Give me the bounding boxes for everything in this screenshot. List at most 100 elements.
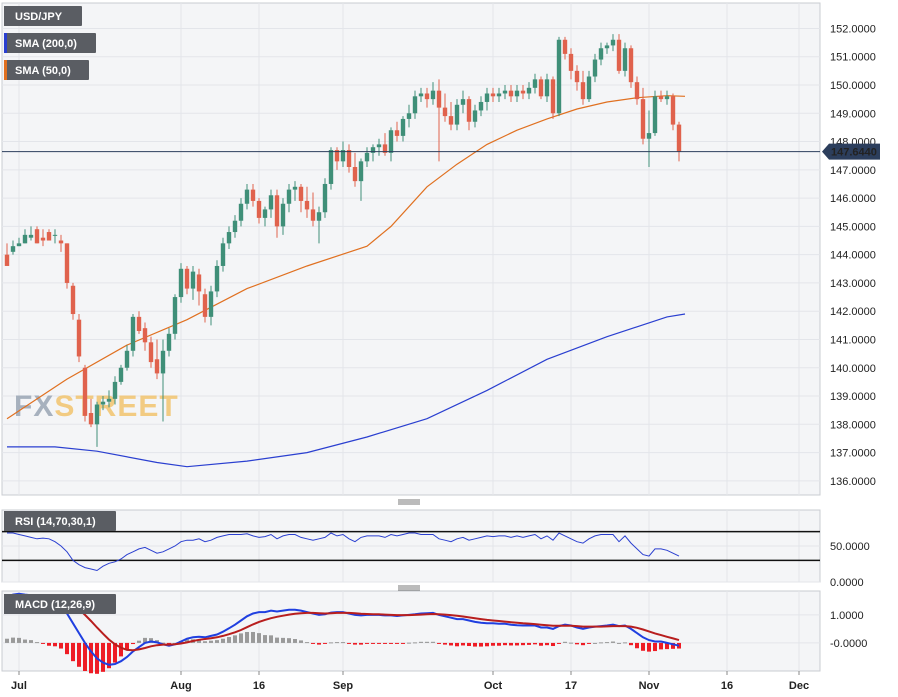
macd-histogram-bar	[677, 642, 681, 649]
candle-down	[196, 274, 202, 292]
candle-down	[202, 294, 208, 317]
macd-histogram-bar	[101, 642, 105, 672]
macd-histogram-bar	[629, 642, 633, 646]
candle-down	[136, 316, 142, 331]
macd-histogram-bar	[491, 642, 495, 646]
candle-up	[112, 381, 118, 399]
macd-histogram-bar	[509, 642, 513, 646]
macd-histogram-bar	[461, 642, 465, 646]
macd-histogram-bar	[623, 642, 627, 644]
x-axis-label: 16	[253, 680, 265, 692]
candle-down	[148, 342, 154, 363]
macd-histogram-bar	[107, 642, 111, 669]
candle-up	[418, 93, 424, 97]
candle-down	[670, 96, 676, 125]
macd-histogram-bar	[257, 633, 261, 643]
candle-down	[448, 116, 454, 125]
macd-histogram-bar	[533, 642, 537, 645]
candle-up	[160, 350, 166, 374]
candle-down	[58, 240, 64, 244]
macd-histogram-bar	[353, 642, 357, 645]
candle-up	[652, 96, 658, 134]
macd-histogram-bar	[611, 641, 615, 643]
macd-histogram-bar	[47, 642, 51, 646]
macd-histogram-bar	[575, 642, 579, 645]
macd-histogram-bar	[557, 642, 561, 644]
macd-histogram-bar	[323, 642, 327, 644]
candle-up	[172, 297, 178, 334]
price-tick-label: 142.0000	[830, 306, 876, 318]
macd-histogram-bar	[287, 638, 291, 643]
price-tick-label: 139.0000	[830, 391, 876, 403]
macd-histogram-bar	[425, 641, 429, 643]
macd-histogram-bar	[233, 635, 237, 643]
candle-up	[406, 113, 412, 119]
macd-signal-line	[6, 597, 680, 652]
candle-up	[118, 367, 124, 382]
candle-up	[52, 234, 58, 236]
macd-histogram-bar	[59, 642, 63, 649]
candle-up	[430, 90, 436, 100]
candle-down	[424, 93, 430, 100]
candle-down	[40, 237, 46, 241]
candle-down	[250, 189, 256, 201]
candle-down	[466, 99, 472, 122]
legend-usdjpy-swatch	[4, 6, 7, 26]
candle-up	[286, 189, 292, 204]
macd-tick-label: 1.0000	[830, 610, 864, 622]
macd-histogram-bar	[347, 642, 351, 644]
macd-histogram-bar	[29, 640, 33, 643]
macd-histogram-bar	[131, 642, 135, 645]
x-axis-label: 17	[565, 680, 577, 692]
macd-histogram-bar	[5, 638, 9, 643]
candle-down	[562, 39, 568, 54]
x-axis-label: Dec	[789, 680, 809, 692]
candle-down	[310, 209, 316, 221]
candle-down	[436, 90, 442, 108]
macd-histogram-bar	[449, 642, 453, 646]
macd-histogram-bar	[143, 637, 147, 643]
candle-up	[244, 189, 250, 204]
candle-down	[568, 53, 574, 71]
candle-up	[400, 118, 406, 136]
macd-histogram-bar	[359, 642, 363, 645]
candle-down	[574, 70, 580, 83]
candle-down	[580, 82, 586, 100]
price-tick-label: 146.0000	[830, 193, 876, 205]
candle-down	[538, 79, 544, 97]
macd-histogram-bar	[551, 642, 555, 647]
current-price-marker	[822, 143, 880, 160]
price-tick-label: 137.0000	[830, 448, 876, 460]
legend-usdjpy-bg	[4, 6, 82, 26]
candle-up	[586, 76, 592, 100]
candle-up	[412, 96, 418, 114]
macd-histogram-bar	[329, 642, 333, 644]
macd-histogram-bar	[467, 642, 471, 647]
candle-down	[490, 93, 496, 97]
legend-sma50-swatch	[4, 60, 7, 80]
candle-up	[598, 48, 604, 60]
price-tick-label: 145.0000	[830, 221, 876, 233]
price-tick-label: 149.0000	[830, 108, 876, 120]
macd-histogram-bar	[215, 640, 219, 643]
candle-down	[334, 150, 340, 162]
legend-macd-swatch	[4, 594, 7, 614]
candle-up	[16, 243, 22, 247]
candle-up	[268, 195, 274, 210]
candle-up	[472, 110, 478, 122]
candle-up	[388, 130, 394, 153]
legend-macd: MACD (12,26,9)	[15, 599, 95, 611]
macd-histogram-bar	[245, 631, 249, 643]
candle-down	[550, 79, 556, 114]
macd-histogram-bar	[641, 642, 645, 651]
candle-up	[514, 90, 520, 97]
macd-histogram-bar	[263, 635, 267, 643]
candle-up	[190, 271, 196, 289]
fxstreet-watermark: FXSTREET	[14, 390, 179, 423]
candle-down	[142, 328, 148, 343]
candle-up	[478, 101, 484, 111]
candle-up	[454, 104, 460, 125]
candle-up	[322, 183, 328, 213]
macd-histogram-bar	[563, 641, 567, 643]
